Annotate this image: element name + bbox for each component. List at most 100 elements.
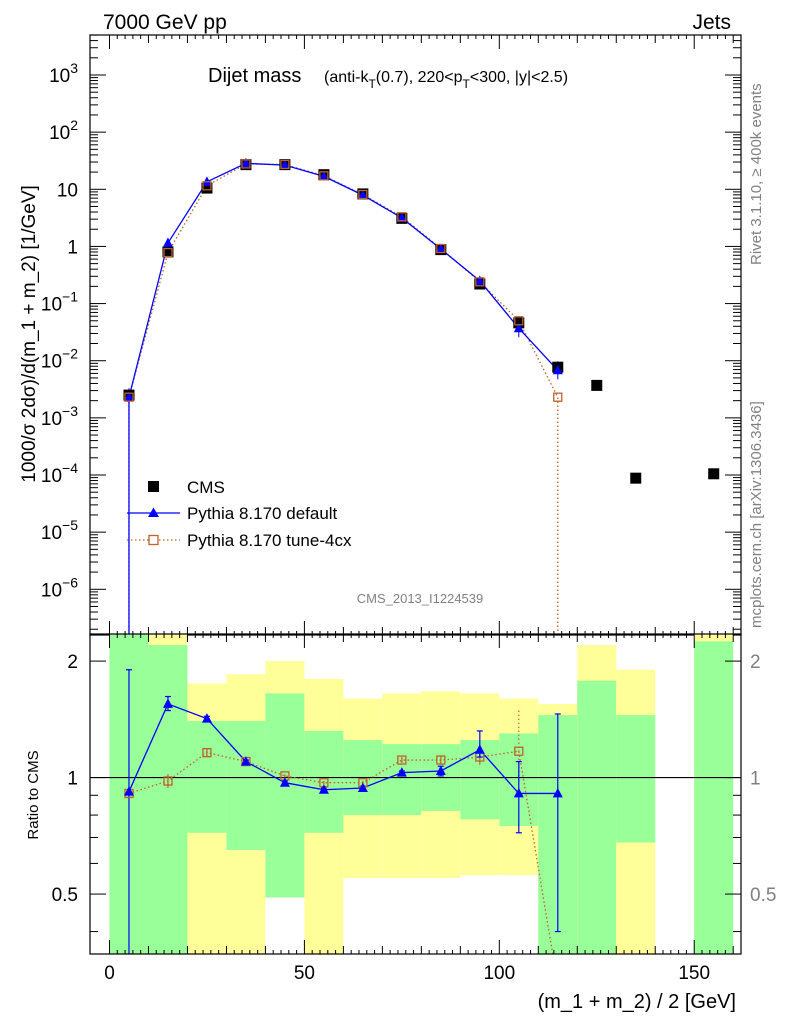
- title-detail-sub2: T: [463, 77, 471, 91]
- default-point: [123, 391, 134, 402]
- cms-point: [201, 182, 213, 194]
- title-detail: (anti-kT(0.7), 220<pT<300, |y|<2.5): [324, 69, 568, 91]
- top-frame: [89, 34, 742, 636]
- ratio-tune4cx-line: [128, 750, 554, 954]
- x-tick-label: 50: [294, 963, 315, 984]
- ratio-tune4cx-point: [514, 746, 524, 756]
- green-band: [265, 693, 305, 898]
- plot-title: Dijet mass (anti-kT(0.7), 220<pT<300, |y…: [208, 65, 568, 91]
- top-y-tick-label: 103: [49, 60, 78, 87]
- default-point: [513, 322, 524, 333]
- x-tick-label: 100: [483, 963, 515, 984]
- top-data-layer: [123, 157, 720, 635]
- ratio-default-point: [357, 782, 368, 792]
- tune4cx-point: [358, 189, 368, 200]
- ratio-default-point: [201, 713, 212, 723]
- top-y-tick-label: 10−5: [41, 517, 78, 544]
- default-point: [396, 212, 407, 222]
- legend-label-default: Pythia 8.170 default: [187, 504, 338, 523]
- default-point: [318, 170, 329, 181]
- header-left: 7000 GeV pp: [103, 11, 227, 34]
- tune4cx-point: [124, 392, 134, 402]
- bottom-y-tick-label-right: 0.5: [750, 885, 776, 906]
- tune4cx-point: [553, 392, 563, 402]
- tune4cx-line: [128, 163, 559, 635]
- green-band: [148, 645, 188, 954]
- cms-point: [708, 468, 720, 480]
- ratio-default-point: [474, 744, 485, 754]
- top-y-tick-label: 102: [49, 117, 78, 144]
- bottom-frame: [89, 633, 742, 955]
- bottom-y-axis-label: Ratio to CMS: [25, 750, 42, 839]
- tune4cx-point: [397, 212, 407, 222]
- default-point: [279, 159, 290, 170]
- tune4cx-point: [475, 277, 485, 287]
- green-band: [187, 721, 227, 833]
- legend-marker-cms: [148, 481, 159, 492]
- title-detail-sub1: T: [368, 77, 376, 91]
- legend-marker-tune4cx: [148, 534, 159, 546]
- legend-entry-tune4cx: Pythia 8.170 tune-4cx: [127, 531, 352, 550]
- ratio-tune4cx-point: [397, 755, 407, 765]
- bottom-y-tick-label-left: 1: [67, 769, 78, 790]
- bottom-y-tick-label-right: 2: [750, 652, 761, 673]
- ratio-uncertainty-bands: [109, 634, 734, 954]
- default-point: [201, 176, 212, 186]
- bottom-y-tick-label-right: 1: [750, 769, 761, 790]
- x-tick-label: 150: [678, 963, 710, 984]
- x-axis-label: (m_1 + m_2) / 2 [GeV]: [538, 991, 736, 1013]
- ratio-default-point: [279, 777, 290, 787]
- cms-point: [162, 246, 174, 258]
- bottom-tick-labels: 0.5 0.5 1 1 2 2 0 50 100 150: [52, 652, 777, 984]
- top-y-tick-label: 10: [57, 180, 78, 201]
- top-y-tick-label: 1: [67, 237, 78, 258]
- default-point: [435, 243, 446, 254]
- green-band: [577, 680, 617, 954]
- tune4cx-point: [436, 243, 446, 254]
- title-detail-p1: (anti-k: [324, 69, 369, 86]
- legend-marker-default: [148, 507, 159, 517]
- rivet-version-label: Rivet 3.1.10, ≥ 400k events: [748, 83, 765, 265]
- x-tick-label: 0: [104, 963, 115, 984]
- top-y-axis-label: 1000/σ 2dσ)/d(m_1 + m_2) [1/GeV]: [19, 185, 40, 483]
- tune4cx-point: [280, 159, 290, 170]
- legend-entry-default: Pythia 8.170 default: [127, 504, 338, 523]
- tune4cx-point: [514, 316, 524, 326]
- tune4cx-point: [319, 171, 329, 181]
- ratio-default-point: [396, 767, 407, 777]
- ratio-default-point: [513, 787, 524, 798]
- bottom-y-tick-label-left: 2: [67, 652, 78, 673]
- ratio-default-point: [552, 787, 563, 798]
- green-band: [616, 715, 656, 843]
- default-point: [552, 364, 563, 375]
- cms-point: [630, 472, 642, 484]
- default-point: [240, 157, 251, 168]
- top-y-tick-label: 10−4: [41, 460, 78, 487]
- legend-label-cms: CMS: [187, 478, 225, 497]
- default-point: [162, 237, 173, 247]
- bottom-axis-ticks: [90, 634, 741, 954]
- top-y-tick-label: 10−3: [41, 403, 78, 430]
- bottom-data-layer: [123, 669, 563, 954]
- tune4cx-point: [202, 181, 212, 191]
- default-point: [357, 189, 368, 200]
- tune4cx-point: [163, 247, 173, 258]
- title-detail-p3: <300, |y|<2.5): [470, 69, 568, 86]
- legend: CMS Pythia 8.170 default Pythia 8.170 tu…: [127, 478, 352, 550]
- mcplots-label: mcplots.cern.ch [arXiv:1306.3436]: [748, 401, 765, 628]
- green-band: [694, 641, 734, 954]
- top-y-tick-label: 10−2: [41, 346, 78, 373]
- legend-entry-cms: CMS: [148, 478, 225, 497]
- default-line: [128, 162, 559, 635]
- analysis-tag: CMS_2013_I1224539: [357, 591, 484, 606]
- bottom-y-tick-label-left: 0.5: [52, 885, 78, 906]
- cms-point: [591, 379, 603, 391]
- ratio-default-point: [240, 756, 251, 766]
- legend-label-tune4cx: Pythia 8.170 tune-4cx: [187, 531, 352, 550]
- top-y-tick-label: 10−6: [41, 574, 78, 601]
- ratio-default-point: [318, 784, 329, 794]
- ratio-default-point: [123, 786, 134, 796]
